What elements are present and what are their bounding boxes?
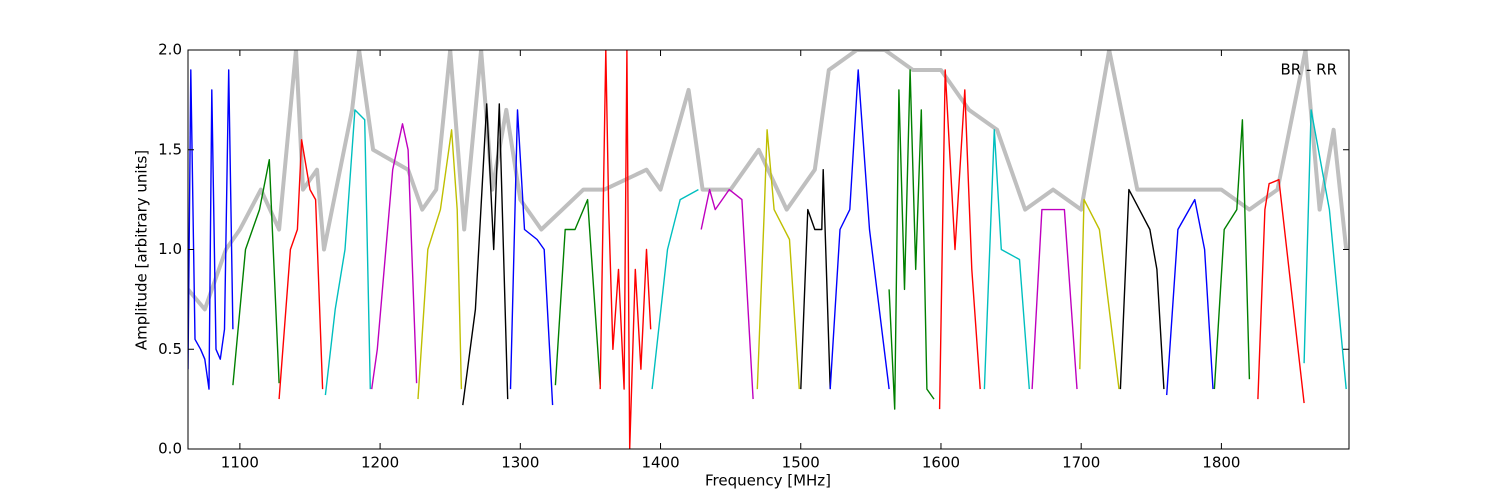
series-line [938,69,981,410]
series-line [554,198,601,386]
y-tick-label: 2.0 [158,41,182,59]
y-tick-label: 0.5 [158,340,182,358]
annotation: BR - RR [1280,61,1337,79]
series-line [417,129,463,400]
series-line [188,50,1349,312]
series-line [800,169,831,390]
x-tick-label: 1300 [501,454,539,472]
series-line [232,159,280,386]
x-tick-label: 1800 [1202,454,1240,472]
series-line [829,69,890,390]
series-line [1079,198,1120,390]
series-line [1257,179,1305,404]
series-line [1213,119,1251,390]
series-line [278,139,324,400]
series-line [983,129,1030,390]
series-line [1119,188,1165,390]
x-tick-label: 1500 [782,454,820,472]
series-line [1166,198,1214,396]
y-tick-label: 1.5 [158,140,182,158]
series-line [371,123,418,390]
series-line [1303,109,1347,390]
x-axis-label: Frequency [MHz] [705,472,831,490]
series-line [462,103,509,406]
series-line [324,109,371,396]
series-line [509,109,554,406]
plot-lines [188,50,1349,449]
series-line [651,188,699,390]
x-tick-label: 1400 [641,454,679,472]
plot-area [188,50,1349,449]
y-tick-label: 0.0 [158,440,182,458]
series-line [188,69,234,390]
y-axis-label: Amplitude [arbitrary units] [133,150,151,350]
x-tick-label: 1200 [361,454,399,472]
series-line [599,50,652,449]
x-tick-label: 1600 [922,454,960,472]
series-line [888,69,935,410]
x-tick-label: 1100 [221,454,259,472]
x-tick-label: 1700 [1062,454,1100,472]
series-line [1031,208,1078,390]
series-line [700,188,754,400]
y-tick-label: 1.0 [158,240,182,258]
series-line [756,129,800,390]
